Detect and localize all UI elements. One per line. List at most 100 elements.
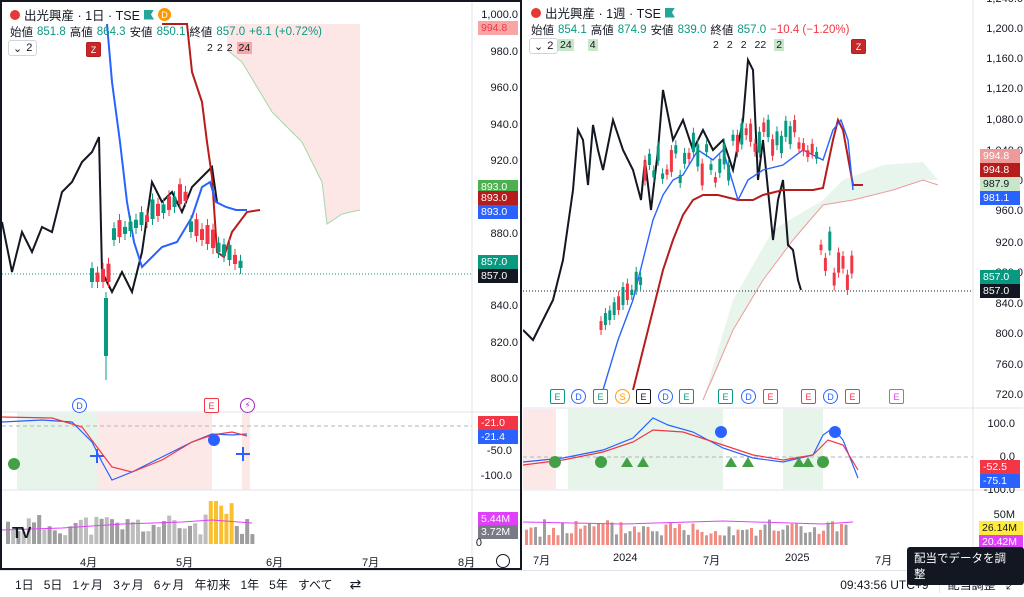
chevron-down-icon: ⌄ bbox=[13, 42, 23, 55]
mini-legend-item: 2 bbox=[774, 39, 785, 51]
open-value: 854.1 bbox=[558, 24, 587, 36]
volume-bar bbox=[156, 526, 161, 544]
event-marker[interactable]: E bbox=[550, 389, 565, 404]
range-6m[interactable]: 6ヶ月 bbox=[153, 577, 185, 592]
event-marker[interactable]: E bbox=[801, 389, 816, 404]
candle-body bbox=[227, 244, 232, 260]
candle-body bbox=[731, 134, 735, 141]
volume-bar bbox=[543, 519, 546, 545]
candle-body bbox=[608, 310, 612, 320]
volume-bar bbox=[583, 525, 587, 545]
candle-body bbox=[709, 164, 713, 171]
split-marker[interactable]: Z bbox=[851, 39, 866, 54]
cloud-edge-line bbox=[702, 179, 939, 401]
volume-bar bbox=[203, 514, 208, 544]
candle-body bbox=[722, 143, 726, 165]
right-symbol-title[interactable]: 出光興産 · 1週 · TSE bbox=[545, 7, 661, 21]
event-marker[interactable]: D bbox=[571, 389, 586, 404]
clock-time[interactable]: 09:43:56 UTC+9 bbox=[840, 577, 929, 592]
volume-bar bbox=[808, 532, 812, 545]
osc-triangle-marker bbox=[802, 457, 814, 467]
price-axis-label: 960.0 bbox=[995, 205, 1023, 217]
range-3m[interactable]: 3ヶ月 bbox=[113, 577, 144, 592]
bottom-toolbar: 1日 5日 1ヶ月 3ヶ月 6ヶ月 年初来 1年 5年 すべて ⇄ 09:43:… bbox=[0, 570, 1024, 597]
left-chart-pane[interactable]: 出光興産 · 1日 · TSE D 始値 851.8 高値 864.3 安値 850.… bbox=[0, 0, 522, 570]
mini-legend-item: 2 bbox=[726, 39, 733, 51]
volume-bar bbox=[601, 523, 605, 545]
range-all[interactable]: すべて bbox=[297, 577, 333, 592]
flag-icon[interactable] bbox=[143, 9, 154, 20]
event-marker[interactable]: D bbox=[72, 398, 87, 413]
left-indicators-toggle[interactable]: ⌄ 2 bbox=[8, 40, 38, 56]
flag-icon[interactable] bbox=[664, 7, 675, 18]
right-mini-legend-a: 24 4 bbox=[558, 39, 598, 51]
candle-body bbox=[691, 132, 695, 153]
candle-body bbox=[841, 256, 845, 269]
volume-bar bbox=[628, 531, 632, 545]
volume-bar bbox=[790, 523, 794, 545]
osc-axis-label: -50.0 bbox=[486, 445, 512, 457]
volume-bar bbox=[840, 523, 843, 545]
right-chart-canvas[interactable] bbox=[523, 0, 1024, 570]
candle-body bbox=[674, 145, 678, 154]
settings-gear-icon[interactable] bbox=[496, 554, 510, 568]
volume-bar bbox=[177, 528, 182, 544]
candle-body bbox=[599, 321, 603, 330]
volume-bar bbox=[723, 535, 726, 545]
candle-body bbox=[178, 184, 182, 204]
range-ytd[interactable]: 年初来 bbox=[194, 577, 231, 592]
left-symbol-title[interactable]: 出光興産 · 1日 · TSE bbox=[24, 9, 140, 23]
candle-body bbox=[828, 231, 832, 251]
volume-bar bbox=[58, 533, 62, 544]
date-range-calendar-icon[interactable]: ⇄ bbox=[349, 575, 362, 592]
left-symbol-legend: 出光興産 · 1日 · TSE D bbox=[10, 5, 171, 24]
volume-bar bbox=[777, 531, 780, 545]
range-selector: 1日 5日 1ヶ月 3ヶ月 6ヶ月 年初来 1年 5年 すべて bbox=[0, 576, 338, 593]
tradingview-logo[interactable]: TV bbox=[12, 525, 31, 542]
event-marker[interactable]: S bbox=[615, 389, 630, 404]
volume-bar bbox=[32, 522, 36, 544]
candle-body bbox=[90, 268, 94, 282]
mini-legend-item: 22 bbox=[754, 39, 767, 51]
event-marker[interactable]: D bbox=[658, 389, 673, 404]
event-marker[interactable]: E bbox=[204, 398, 219, 413]
volume-bar bbox=[768, 519, 771, 545]
dividend-badge[interactable]: D bbox=[157, 8, 171, 21]
volume-ma-line bbox=[2, 519, 253, 531]
right-indicators-toggle[interactable]: ⌄ 2 bbox=[529, 38, 559, 54]
split-marker[interactable]: Z bbox=[86, 42, 101, 57]
volume-bar bbox=[574, 520, 578, 545]
range-1m[interactable]: 1ヶ月 bbox=[72, 577, 104, 592]
range-5d[interactable]: 5日 bbox=[43, 577, 63, 592]
range-1y[interactable]: 1年 bbox=[240, 577, 260, 592]
open-label: 始値 bbox=[10, 27, 33, 39]
event-marker[interactable]: E bbox=[593, 389, 608, 404]
event-marker[interactable]: E bbox=[763, 389, 778, 404]
osc-tag: -21.0 bbox=[478, 416, 518, 430]
event-marker[interactable]: D bbox=[741, 389, 756, 404]
volume-bar bbox=[21, 531, 26, 544]
time-axis-label: 4月 bbox=[80, 557, 98, 569]
candle-body bbox=[128, 221, 133, 231]
price-axis-label: 840.0 bbox=[490, 300, 518, 312]
range-5y[interactable]: 5年 bbox=[269, 577, 288, 592]
event-marker[interactable]: D bbox=[823, 389, 838, 404]
chevron-down-icon: ⌄ bbox=[534, 40, 544, 53]
event-marker[interactable]: E bbox=[889, 389, 904, 404]
event-marker[interactable]: E bbox=[636, 389, 651, 404]
volume-bar bbox=[700, 531, 704, 545]
mini-legend-item: 2 bbox=[207, 42, 213, 54]
base-line bbox=[632, 117, 863, 391]
right-chart-pane[interactable]: 出光興産 · 1週 · TSE 始値 854.1 高値 874.9 安値 839.0 … bbox=[523, 0, 1024, 570]
volume-bar bbox=[709, 533, 713, 545]
event-marker[interactable]: E bbox=[679, 389, 694, 404]
osc-cross-marker bbox=[236, 447, 250, 461]
event-marker[interactable]: E bbox=[718, 389, 733, 404]
volume-bar bbox=[817, 533, 821, 545]
left-chart-canvas[interactable] bbox=[2, 2, 520, 568]
range-1d[interactable]: 1日 bbox=[15, 577, 34, 592]
candle-body bbox=[134, 219, 138, 228]
event-marker[interactable]: E bbox=[845, 389, 860, 404]
volume-axis-label: 0 bbox=[475, 537, 482, 549]
event-marker[interactable]: ⚡ bbox=[240, 398, 255, 413]
